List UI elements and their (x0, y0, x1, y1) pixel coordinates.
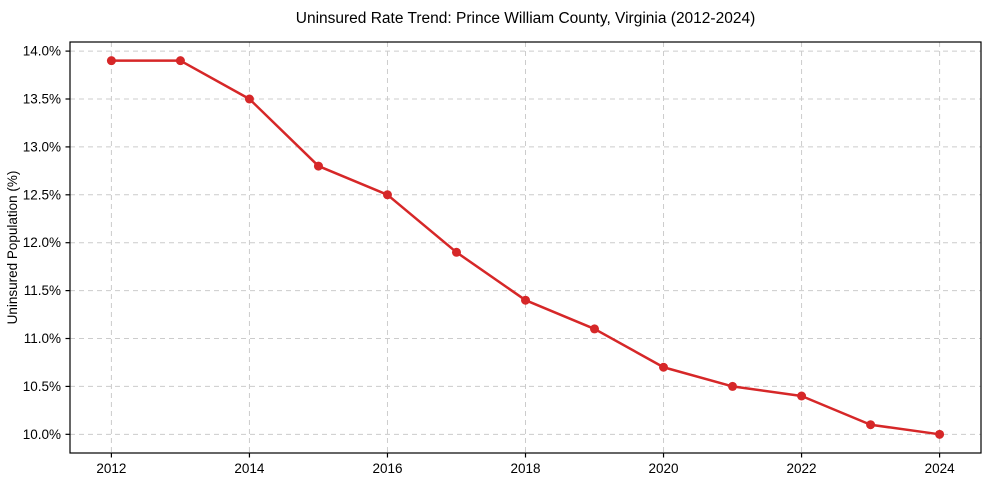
axes-layer (69, 41, 982, 454)
x-tick-label: 2012 (96, 461, 126, 476)
x-tick-label: 2014 (234, 461, 265, 476)
y-tick-label: 11.0% (24, 331, 61, 346)
plot-border (69, 41, 982, 454)
data-point (728, 381, 738, 391)
tick-layer: 10.0% 10.5% 11.0% 11.5% 12.0% 12.5% 13.0% 13.5%… (23, 44, 955, 476)
data-point (451, 247, 461, 257)
y-tick-label: 13.5% (23, 92, 61, 107)
y-tick-label: 11.5% (24, 283, 61, 298)
data-point (313, 161, 323, 171)
x-tick-label: 2020 (649, 461, 679, 476)
data-point (106, 56, 116, 66)
y-tick-label: 10.5% (23, 379, 61, 394)
data-layer (106, 56, 945, 439)
data-point (866, 420, 876, 430)
y-tick-label: 12.5% (23, 187, 61, 202)
x-tick-label: 2018 (510, 461, 540, 476)
data-point (175, 56, 185, 66)
data-point (382, 190, 392, 200)
data-point (590, 324, 600, 334)
data-point (797, 391, 807, 401)
y-tick-label: 10.0% (23, 427, 61, 442)
x-tick-label: 2022 (787, 461, 817, 476)
x-tick-label: 2024 (925, 461, 956, 476)
data-point (659, 362, 669, 372)
x-tick-label: 2016 (372, 461, 402, 476)
chart-title: Uninsured Rate Trend: Prince William Cou… (296, 10, 755, 27)
y-tick-label: 13.0% (23, 139, 61, 154)
data-point (244, 94, 254, 104)
data-point (521, 295, 530, 305)
grid-layer (70, 42, 981, 453)
data-point (935, 429, 945, 439)
y-tick-label: 12.0% (23, 235, 61, 250)
y-axis-label: Uninsured Population (%) (5, 171, 20, 325)
y-tick-label: 14.0% (23, 44, 61, 59)
